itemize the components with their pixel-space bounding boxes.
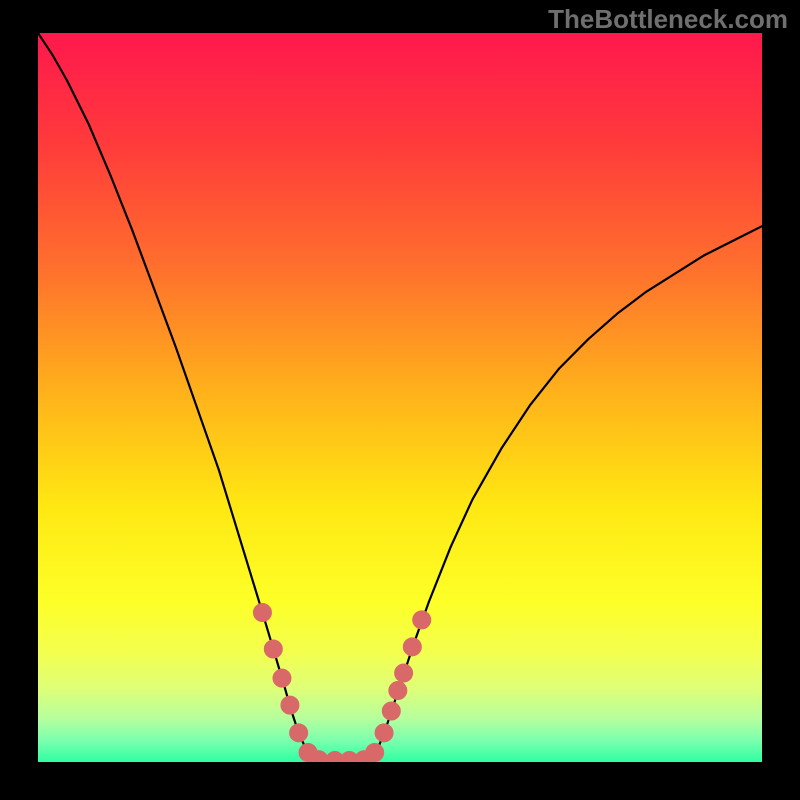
curve-marker [389,682,407,700]
curve-marker [253,604,271,622]
curve-marker [413,611,431,629]
curve-marker [273,669,291,687]
curve-marker [395,664,413,682]
curve-marker [290,724,308,742]
curve-marker [382,702,400,720]
curve-marker [264,640,282,658]
curve-marker [403,638,421,656]
curve-marker [366,744,384,762]
plot-area [38,33,762,762]
curve-marker [281,696,299,714]
curve-marker [375,724,393,742]
bottleneck-curve [38,33,762,761]
plot-svg [38,33,762,762]
chart-stage: TheBottleneck.com [0,0,800,800]
watermark-text: TheBottleneck.com [548,4,788,35]
